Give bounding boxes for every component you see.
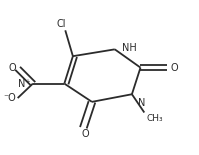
Text: O: O xyxy=(8,63,16,73)
Text: NH: NH xyxy=(122,43,137,53)
Text: Cl: Cl xyxy=(57,19,66,29)
Text: O: O xyxy=(81,129,89,139)
Text: N⁺: N⁺ xyxy=(18,79,31,89)
Text: O: O xyxy=(171,63,179,73)
Text: ⁻O: ⁻O xyxy=(3,93,16,103)
Text: CH₃: CH₃ xyxy=(146,114,163,123)
Text: N: N xyxy=(138,98,145,108)
